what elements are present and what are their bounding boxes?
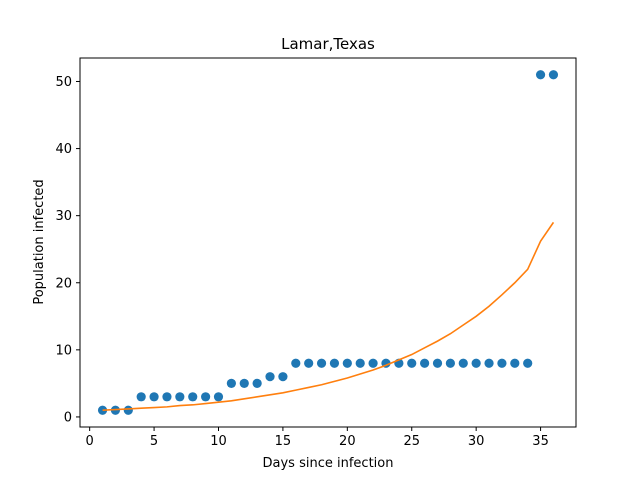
data-point-7 (175, 392, 185, 402)
data-point-8 (188, 392, 198, 402)
data-point-20 (342, 358, 352, 368)
data-point-10 (213, 392, 224, 402)
y-tick-label-20: 20 (55, 276, 72, 291)
data-point-25 (407, 358, 417, 368)
data-point-19 (329, 358, 340, 368)
data-point-17 (304, 358, 314, 368)
data-point-16 (291, 358, 301, 368)
y-tick-label-50: 50 (55, 75, 72, 90)
x-tick-label-10: 10 (210, 434, 227, 449)
data-point-33 (510, 358, 520, 368)
x-tick-label-35: 35 (532, 434, 549, 449)
data-point-26 (420, 358, 430, 368)
data-point-32 (497, 358, 507, 368)
x-tick-label-25: 25 (403, 434, 420, 449)
data-point-35 (535, 70, 546, 80)
x-tick-label-5: 5 (150, 434, 158, 449)
data-point-28 (445, 358, 455, 368)
data-point-27 (432, 358, 443, 368)
data-point-5 (149, 392, 159, 402)
chart-title: Lamar,Texas (281, 35, 375, 53)
plot-frame (79, 57, 577, 428)
data-point-36 (548, 70, 559, 80)
data-point-13 (252, 378, 262, 388)
data-point-9 (201, 392, 211, 402)
x-tick-label-15: 15 (275, 434, 292, 449)
fit-line-1 (102, 221, 555, 412)
data-point-21 (355, 358, 365, 368)
plot-area (97, 70, 559, 415)
data-point-34 (523, 358, 533, 368)
data-point-29 (458, 358, 468, 368)
y-tick-label-40: 40 (55, 142, 72, 157)
data-point-18 (316, 358, 327, 368)
x-axis-label: Days since infection (263, 456, 394, 471)
data-point-3 (123, 405, 133, 415)
x-tick-label-0: 0 (86, 434, 94, 449)
x-tick-label-30: 30 (468, 434, 485, 449)
data-point-31 (484, 358, 494, 368)
y-tick-label-0: 0 (64, 410, 72, 425)
data-point-15 (278, 372, 288, 382)
data-point-12 (239, 378, 249, 388)
data-point-6 (162, 392, 172, 402)
data-point-22 (368, 358, 378, 368)
x-tick-label-20: 20 (339, 434, 356, 449)
axes: 0 5 10 15 20 25 30 35 0 10 20 30 40 50 (55, 75, 548, 449)
y-axis-label: Population infected (32, 179, 47, 304)
data-point-30 (471, 358, 481, 368)
data-point-11 (226, 378, 236, 388)
data-point-4 (136, 392, 146, 402)
data-point-14 (265, 372, 275, 382)
y-tick-label-30: 30 (55, 209, 72, 224)
y-tick-label-10: 10 (55, 343, 72, 358)
